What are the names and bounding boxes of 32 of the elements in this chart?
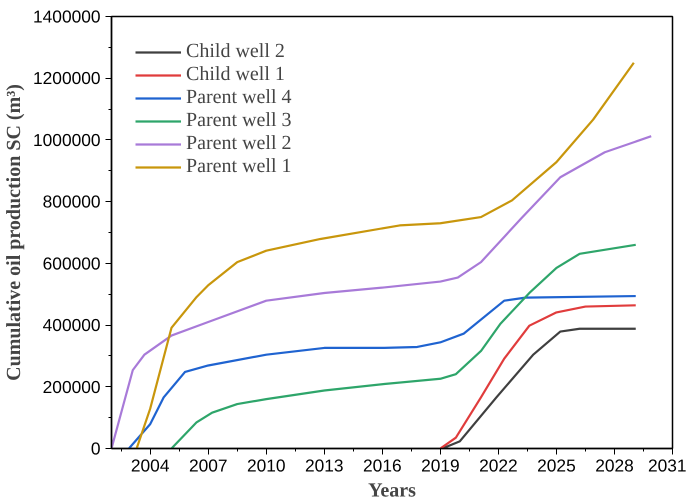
legend-label: Parent well 1 bbox=[186, 155, 292, 178]
x-tick-label: 2022 bbox=[479, 456, 518, 476]
x-tick-label: 2028 bbox=[595, 456, 634, 476]
y-axis-title: Cumulative oil production SC (m³) bbox=[3, 84, 26, 381]
x-tick-label: 2010 bbox=[246, 456, 286, 476]
y-tick-label: 400000 bbox=[42, 315, 101, 336]
x-tick-label: 2019 bbox=[421, 456, 460, 476]
x-tick-label: 2025 bbox=[537, 456, 576, 476]
x-tick-label: 2016 bbox=[363, 456, 402, 476]
line-series bbox=[441, 328, 637, 448]
line-series bbox=[439, 304, 637, 448]
x-axis-title: Years bbox=[368, 480, 416, 502]
legend-label: Parent well 2 bbox=[186, 132, 292, 155]
legend-label: Parent well 4 bbox=[186, 86, 292, 109]
x-tick-label: 2004 bbox=[130, 456, 170, 476]
y-tick-label: 200000 bbox=[42, 376, 101, 397]
legend-label: Child well 2 bbox=[186, 40, 285, 63]
x-tick-label: 2007 bbox=[188, 456, 228, 476]
line-series bbox=[136, 62, 635, 448]
y-tick-label: 600000 bbox=[42, 253, 101, 274]
x-tick-label: 2031 bbox=[648, 456, 686, 476]
y-tick-label: 0 bbox=[90, 438, 101, 458]
y-tick-label: 1200000 bbox=[33, 68, 101, 88]
line-series bbox=[170, 244, 637, 448]
y-tick-label: 1400000 bbox=[33, 6, 101, 26]
x-tick-label: 2013 bbox=[305, 456, 344, 476]
line-series bbox=[112, 135, 652, 448]
line-series bbox=[128, 294, 637, 448]
legend-label: Child well 1 bbox=[186, 63, 285, 86]
legend-label: Parent well 3 bbox=[186, 109, 292, 132]
y-tick-label: 1000000 bbox=[33, 130, 101, 150]
y-tick-label: 800000 bbox=[42, 192, 101, 212]
